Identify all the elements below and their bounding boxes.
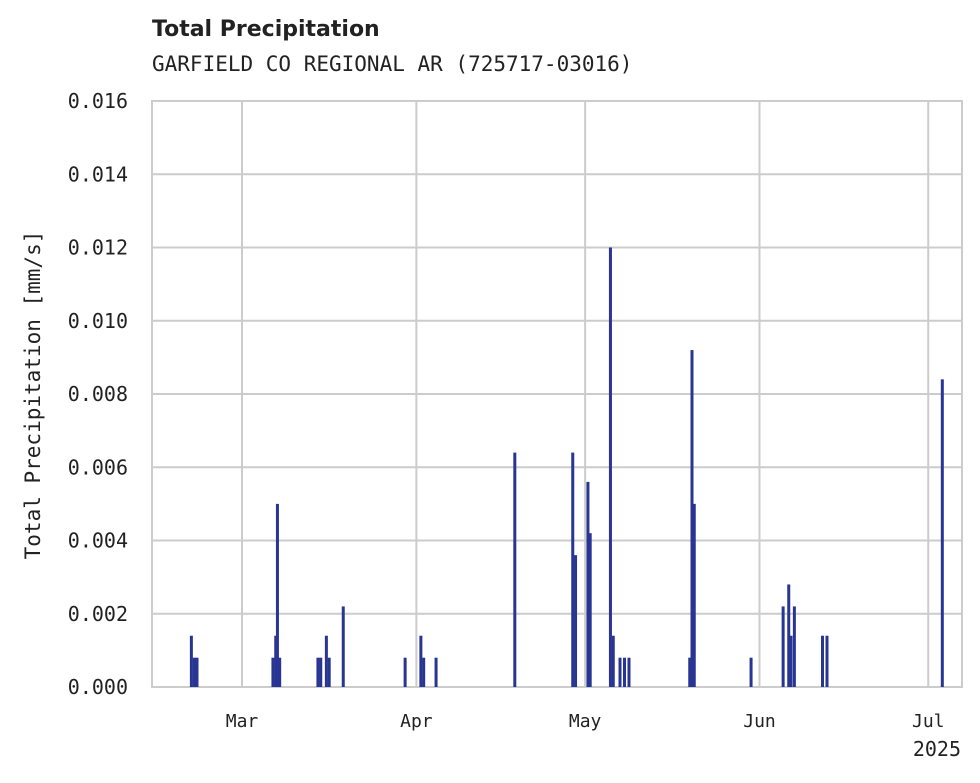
x-axis-ticks: Mar Apr May Jun Jul bbox=[226, 711, 945, 732]
chart-subtitle: GARFIELD CO REGIONAL AR (725717-03016) bbox=[152, 52, 633, 76]
precipitation-bar bbox=[574, 555, 578, 687]
precipitation-bar bbox=[571, 452, 575, 687]
precipitation-bar bbox=[940, 379, 944, 687]
precipitation-bar bbox=[422, 657, 426, 687]
precipitation-bar bbox=[278, 657, 282, 687]
precipitation-bar bbox=[627, 657, 631, 687]
y-tick-label: 0.004 bbox=[68, 529, 128, 553]
x-tick-label: Apr bbox=[400, 711, 433, 732]
precipitation-bar bbox=[792, 606, 796, 687]
precipitation-bar bbox=[271, 657, 275, 687]
x-tick-label: Jul bbox=[912, 711, 945, 732]
precipitation-bar bbox=[688, 657, 692, 687]
y-tick-label: 0.002 bbox=[68, 602, 128, 626]
precipitation-bar bbox=[588, 533, 592, 687]
precipitation-bar bbox=[781, 606, 785, 687]
precipitation-bar bbox=[623, 657, 626, 687]
precipitation-bar bbox=[419, 635, 423, 687]
precipitation-bar bbox=[434, 657, 438, 687]
precipitation-bar bbox=[274, 635, 278, 687]
y-tick-label: 0.012 bbox=[68, 236, 128, 260]
bar-series bbox=[189, 247, 944, 687]
y-tick-label: 0.014 bbox=[68, 162, 128, 186]
precipitation-bar bbox=[608, 247, 612, 687]
precipitation-bar bbox=[403, 657, 407, 687]
precipitation-bar bbox=[789, 635, 793, 687]
y-axis-ticks: 0.000 0.002 0.004 0.006 0.008 0.010 0.012 0.014… bbox=[68, 89, 128, 699]
precipitation-bar bbox=[825, 635, 829, 687]
y-tick-label: 0.016 bbox=[68, 89, 128, 113]
y-tick-label: 0.000 bbox=[68, 675, 128, 699]
precipitation-bar bbox=[787, 584, 791, 687]
x-axis-year-label: 2025 bbox=[913, 737, 961, 761]
x-tick-label: Jun bbox=[743, 711, 776, 732]
x-tick-label: Mar bbox=[226, 711, 259, 732]
precipitation-bar bbox=[821, 635, 824, 687]
precipitation-bar bbox=[327, 657, 331, 687]
precipitation-bar bbox=[316, 657, 320, 687]
y-tick-label: 0.006 bbox=[68, 455, 128, 479]
precipitation-bar bbox=[192, 657, 196, 687]
precipitation-bar bbox=[324, 635, 328, 687]
precipitation-bar bbox=[275, 503, 279, 687]
precipitation-bar bbox=[195, 657, 199, 687]
y-tick-label: 0.010 bbox=[68, 309, 128, 333]
y-tick-label: 0.008 bbox=[68, 382, 128, 406]
precipitation-bar bbox=[189, 635, 193, 687]
precipitation-bar bbox=[611, 635, 615, 687]
precipitation-bar bbox=[341, 606, 345, 687]
precipitation-bar bbox=[690, 350, 694, 687]
precipitation-bar bbox=[749, 657, 753, 687]
y-axis-label: Total Precipitation [mm/s] bbox=[21, 231, 45, 560]
precipitation-bar bbox=[618, 657, 622, 687]
plot-frame bbox=[151, 100, 963, 688]
precipitation-bar bbox=[319, 657, 323, 687]
x-tick-label: May bbox=[569, 711, 602, 732]
grid-lines bbox=[152, 100, 962, 688]
precipitation-bar bbox=[513, 452, 517, 687]
precipitation-bar bbox=[692, 503, 696, 687]
precipitation-bar bbox=[586, 481, 590, 687]
chart-title: Total Precipitation bbox=[152, 17, 380, 42]
